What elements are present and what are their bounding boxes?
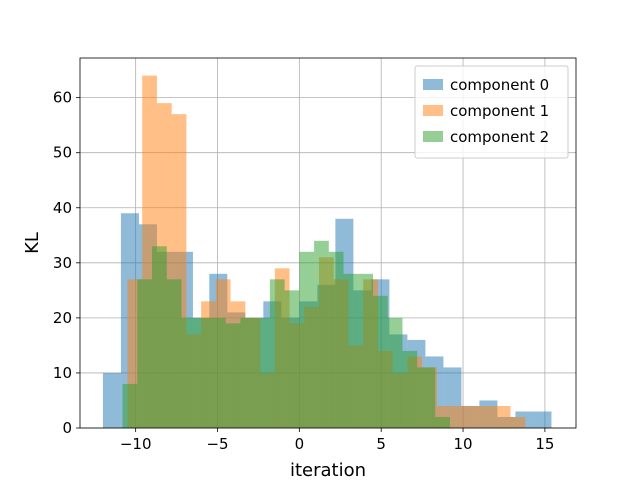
histogram-bar xyxy=(137,279,153,428)
histogram-bar xyxy=(402,350,418,428)
legend-label: component 0 xyxy=(450,76,549,94)
y-tick-label: 10 xyxy=(53,364,72,382)
histogram-bar xyxy=(387,317,403,428)
plot-frame xyxy=(79,57,577,429)
x-tick-label: 10 xyxy=(454,435,473,453)
legend-swatch xyxy=(423,131,443,142)
histogram-bar xyxy=(373,295,388,428)
legend-swatch xyxy=(423,105,443,116)
histogram-bar xyxy=(152,246,167,428)
x-tick-label: −5 xyxy=(206,435,228,453)
y-axis-label: KL xyxy=(22,232,43,254)
histogram-bar xyxy=(299,251,315,428)
histogram-bar xyxy=(358,273,374,428)
histogram-bar xyxy=(328,251,344,428)
histogram-bar xyxy=(255,317,270,428)
x-tick-label: 5 xyxy=(376,435,386,453)
legend-label: component 1 xyxy=(450,102,549,120)
x-axis-label: iteration xyxy=(290,460,366,480)
y-tick-label: 50 xyxy=(53,144,72,162)
y-tick-label: 0 xyxy=(62,419,72,437)
y-tick-label: 40 xyxy=(53,199,72,217)
histogram-bar xyxy=(122,383,138,428)
histogram-bar xyxy=(343,273,359,428)
x-tick-label: −10 xyxy=(120,435,152,453)
histogram-bar xyxy=(314,240,329,428)
legend-label: component 2 xyxy=(450,128,549,146)
ticks: −10 −5 0 5 10 15 0 10 20 30 40 50 60 xyxy=(53,89,555,453)
histogram-bar xyxy=(435,416,450,428)
histogram-bar xyxy=(269,279,285,428)
legend: component 0 component 1 component 2 xyxy=(414,65,569,159)
histogram-bar xyxy=(495,405,511,428)
histogram-bar xyxy=(510,416,526,428)
histogram-bar xyxy=(181,317,197,428)
histogram-bar xyxy=(240,317,256,428)
histogram-bar xyxy=(284,290,300,428)
y-tick-label: 30 xyxy=(53,254,72,272)
series-2-bars xyxy=(122,240,450,428)
histogram-bar xyxy=(210,317,226,428)
y-tick-label: 20 xyxy=(53,309,72,327)
histogram-bar xyxy=(417,367,436,428)
histogram-bar xyxy=(533,411,552,428)
histogram-bar xyxy=(451,405,467,428)
histogram-bar xyxy=(225,323,241,428)
legend-swatch xyxy=(423,79,443,90)
histogram-bar xyxy=(466,405,482,428)
histogram-bar xyxy=(166,279,182,428)
legend-box xyxy=(414,65,569,159)
histogram-bar xyxy=(196,317,211,428)
x-tick-label: 0 xyxy=(295,435,305,453)
bars xyxy=(102,75,552,429)
x-tick-label: 15 xyxy=(535,435,554,453)
y-tick-label: 60 xyxy=(53,89,72,107)
histogram-bar xyxy=(102,372,121,428)
histogram-bar xyxy=(481,405,496,428)
